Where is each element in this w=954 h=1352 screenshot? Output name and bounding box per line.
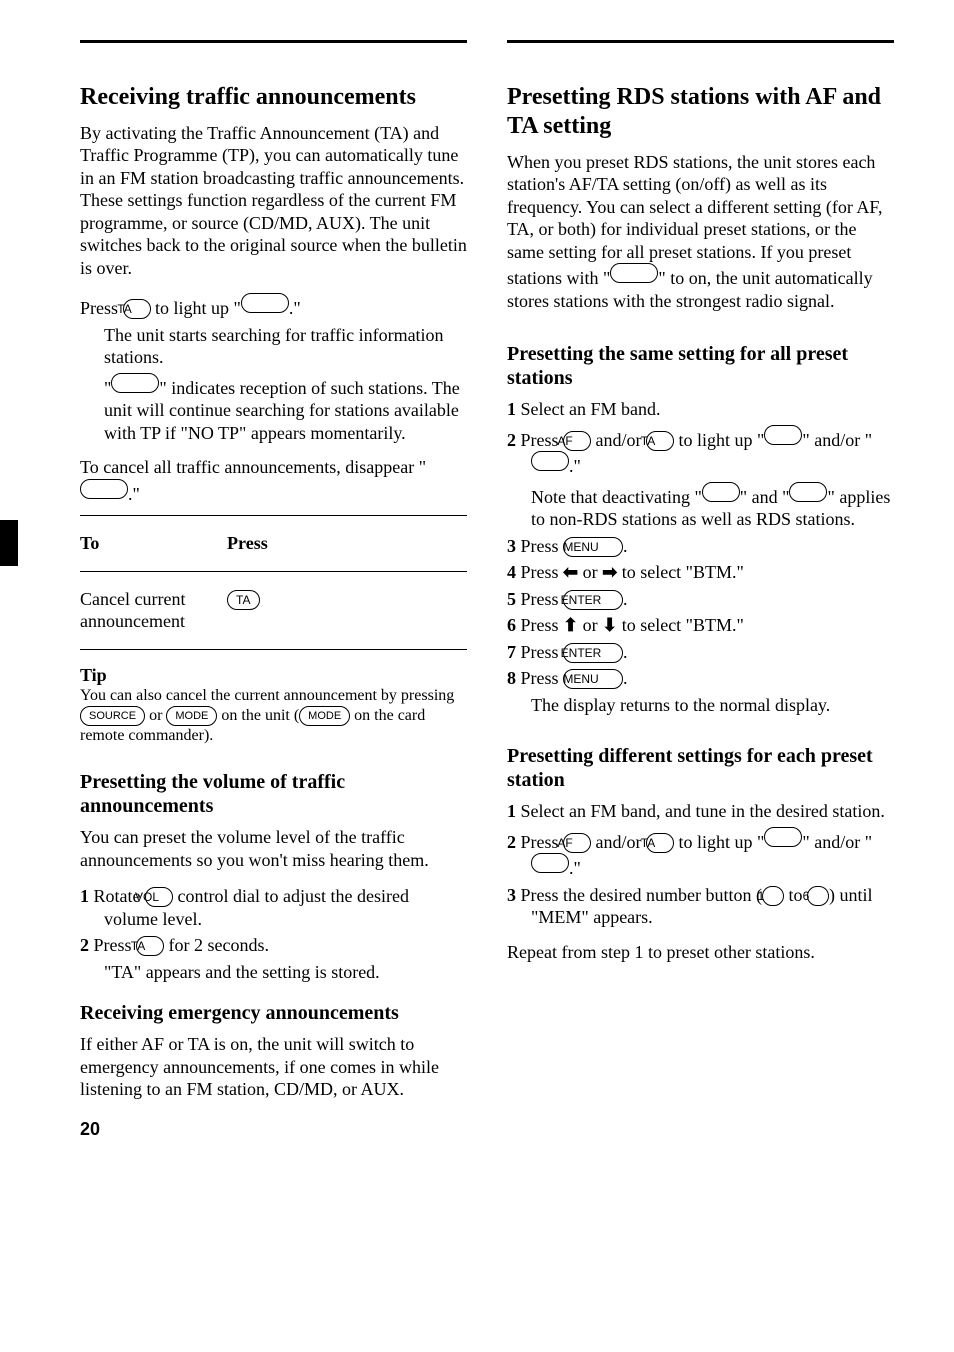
page-number: 20 [80, 1118, 100, 1141]
mode-button-2[interactable]: MODE [299, 706, 350, 726]
ta-button[interactable]: TA [123, 299, 151, 319]
blank-indicator-2 [111, 373, 159, 393]
right-arrow-icon: ➡ [602, 562, 617, 582]
up-arrow-icon: ⬆ [563, 615, 578, 635]
blank-indicator-r1 [610, 263, 658, 283]
blank-af [764, 425, 802, 445]
header-rules [80, 40, 894, 43]
table-rule-mid [80, 571, 467, 572]
blank-indicator-3 [80, 479, 128, 499]
right-column: Presetting RDS stations with AF and TA s… [507, 83, 894, 1107]
rb-step2: 2 Press AF and/or TA to light up "" and/… [507, 827, 894, 880]
enter-button-2[interactable]: ENTER [563, 643, 623, 663]
r-step6: 6 Press ⬆ or ⬇ to select "BTM." [507, 614, 894, 637]
enter-button[interactable]: ENTER [563, 590, 623, 610]
ta-button-r[interactable]: TA [646, 431, 674, 451]
right-heading: Presetting RDS stations with AF and TA s… [507, 83, 894, 141]
right-h2b: Presetting different settings for each p… [507, 744, 894, 792]
af-button-2[interactable]: AF [563, 833, 591, 853]
rb-step3: 3 Press the desired number button (1 to … [507, 884, 894, 929]
right-intro: When you preset RDS stations, the unit s… [507, 151, 894, 313]
tip-heading: Tip [80, 664, 467, 687]
blank-af-2 [702, 482, 740, 502]
blank-ta-2 [789, 482, 827, 502]
r-step4: 4 Press ⬅ or ➡ to select "BTM." [507, 561, 894, 584]
r-step8-body: The display returns to the normal displa… [507, 694, 894, 717]
menu-button-2[interactable]: MENU [563, 669, 623, 689]
blank-indicator [241, 293, 289, 313]
r-step2-note: Note that deactivating "" and "" applies… [507, 482, 894, 531]
left-step-body2: "" indicates reception of such stations.… [80, 373, 467, 445]
cell-action: Cancel current announcement [80, 582, 227, 639]
step-text-pre: Press [80, 298, 123, 318]
left-intro: By activating the Traffic Announcement (… [80, 122, 467, 280]
blank-ta [531, 451, 569, 471]
mode-button[interactable]: MODE [166, 706, 217, 726]
edge-tab [0, 520, 18, 566]
step-text-mid: to light up " [151, 298, 241, 318]
r-step2: 2 Press AF and/or TA to light up "" and/… [507, 425, 894, 478]
action-table: To Press [80, 526, 467, 561]
left-h2-emerg: Receiving emergency announcements [80, 1001, 467, 1025]
num1-button[interactable]: 1 [762, 886, 784, 906]
page: Receiving traffic announcements By activ… [0, 0, 954, 1167]
cancel-para: To cancel all traffic announcements, dis… [80, 456, 467, 505]
left-column: Receiving traffic announcements By activ… [80, 83, 467, 1107]
r-step1: 1 Select an FM band. [507, 398, 894, 421]
repeat-para: Repeat from step 1 to preset other stati… [507, 941, 894, 964]
ta-button-table[interactable]: TA [227, 590, 259, 610]
left-step: Press TA to light up " ." [80, 293, 467, 320]
ta-button-r2[interactable]: TA [646, 833, 674, 853]
blank-ta-3 [531, 853, 569, 873]
th-to: To [80, 533, 99, 553]
r-step3: 3 Press MENU. [507, 535, 894, 558]
r-step5: 5 Press ENTER. [507, 588, 894, 611]
right-h2a: Presetting the same setting for all pres… [507, 342, 894, 390]
source-button[interactable]: SOURCE [80, 706, 145, 726]
num6-button[interactable]: 6 [807, 886, 829, 906]
vol-button[interactable]: VOL [145, 887, 173, 907]
vol-intro: You can preset the volume level of the t… [80, 826, 467, 871]
left-h2-volume: Presetting the volume of traffic announc… [80, 770, 467, 818]
th-press: Press [227, 533, 268, 553]
emerg-para: If either AF or TA is on, the unit will … [80, 1033, 467, 1101]
content-columns: Receiving traffic announcements By activ… [80, 83, 894, 1107]
r-step7: 7 Press ENTER. [507, 641, 894, 664]
vol-step2: 2 Press TA for 2 seconds. [80, 934, 467, 957]
vol-step1: 1 Rotate VOL control dial to adjust the … [80, 885, 467, 930]
rb-step1: 1 Select an FM band, and tune in the des… [507, 800, 894, 823]
table-rule-top [80, 515, 467, 516]
vol-step2-body: "TA" appears and the setting is stored. [80, 961, 467, 984]
left-step-body1: The unit starts searching for traffic in… [80, 324, 467, 369]
left-arrow-icon: ⬅ [563, 562, 578, 582]
r-step8: 8 Press MENU. [507, 667, 894, 690]
left-heading: Receiving traffic announcements [80, 83, 467, 112]
down-arrow-icon: ⬇ [602, 615, 617, 635]
blank-af-3 [764, 827, 802, 847]
table-row: Cancel current announcement TA [80, 582, 467, 639]
menu-button[interactable]: MENU [563, 537, 623, 557]
action-table-body: Cancel current announcement TA [80, 582, 467, 639]
ta-button-2[interactable]: TA [136, 936, 164, 956]
table-header-row: To Press [80, 526, 467, 561]
table-rule-bot [80, 649, 467, 650]
step-text-post: ." [289, 298, 301, 318]
cell-press: TA [227, 582, 467, 639]
tip-body: You can also cancel the current announce… [80, 686, 467, 746]
af-button[interactable]: AF [563, 431, 591, 451]
